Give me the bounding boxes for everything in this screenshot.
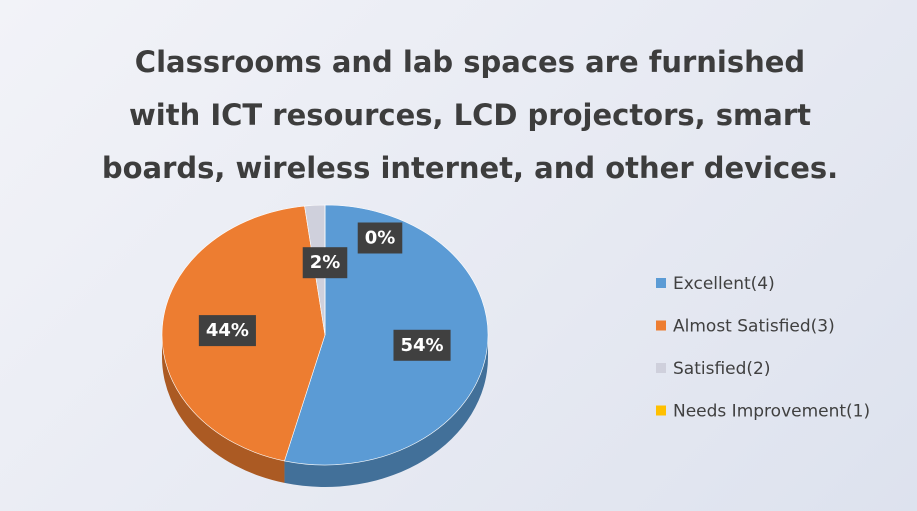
data-label: 0% — [357, 222, 403, 254]
legend-swatch — [656, 278, 666, 288]
data-label-box — [357, 222, 403, 254]
legend-label: Almost Satisfied(3) — [673, 317, 835, 337]
legend-swatch — [656, 363, 666, 373]
data-label: 54% — [393, 329, 451, 361]
data-label-box — [393, 329, 451, 361]
legend-label: Excellent(4) — [673, 274, 775, 294]
pie-wall — [162, 335, 285, 483]
data-label: 2% — [302, 247, 348, 279]
legend-label: Needs Improvement(1) — [673, 402, 870, 422]
data-label-box — [198, 315, 256, 347]
data-label-text: 54% — [400, 335, 443, 356]
data-label-text: 0% — [365, 228, 396, 249]
data-label-text: 2% — [310, 252, 341, 273]
legend-label: Satisfied(2) — [673, 359, 771, 379]
legend-swatch — [656, 405, 666, 416]
pie-wall — [284, 335, 488, 487]
data-label-text: 44% — [206, 320, 249, 341]
data-label-box — [302, 247, 348, 279]
chart-title: Classrooms and lab spaces are furnished … — [101, 45, 839, 185]
legend-swatch — [656, 320, 666, 331]
data-label: 44% — [198, 315, 256, 347]
